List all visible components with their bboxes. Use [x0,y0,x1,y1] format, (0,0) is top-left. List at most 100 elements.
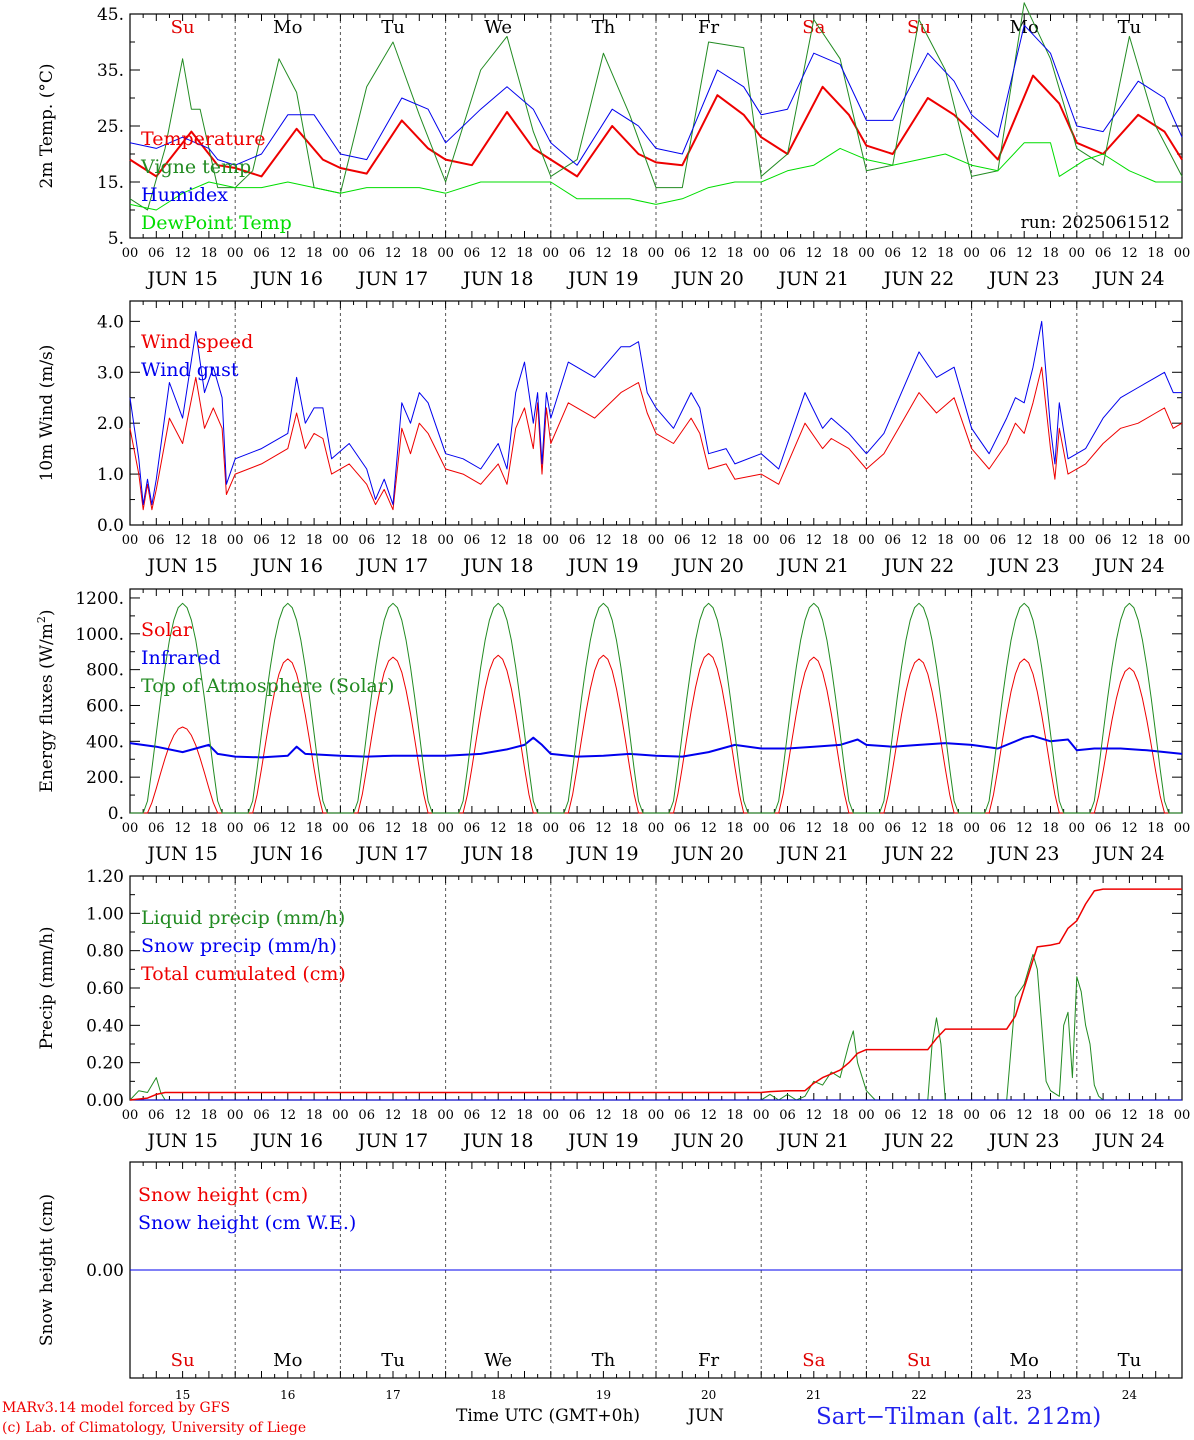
hour-tick-label: 06 [358,1108,375,1123]
hour-tick-label: 12 [700,821,717,836]
date-label: JUN 21 [777,843,849,865]
hour-tick-label: 18 [832,1108,849,1123]
hour-tick-label: 18 [621,1108,638,1123]
weekday-label: Mo [273,17,302,38]
hour-tick-label: 00 [332,533,349,548]
date-label: JUN 15 [145,843,217,865]
hour-tick-label: 18 [516,1108,533,1123]
panel-3: 0. 200. 400. 600. 800. 1000. 1200. Energy fluxe… [35,588,1191,865]
weekday-label: Th [592,17,616,38]
hour-tick-label: 12 [806,246,823,261]
hour-tick-label: 12 [911,246,928,261]
series-line-top-of-atmosphere-solar- [130,602,1182,814]
y-tick-label: 35. [97,61,124,81]
hour-tick-label: 00 [543,246,560,261]
hour-tick-label: 12 [595,1108,612,1123]
hour-tick-label: 00 [543,1108,560,1123]
day-number-label: 19 [596,1388,611,1402]
hour-tick-label: 06 [148,821,165,836]
hour-tick-label: 12 [174,533,191,548]
hour-tick-label: 00 [227,821,244,836]
hour-tick-label: 00 [963,821,980,836]
hour-tick-label: 00 [227,533,244,548]
y-tick-label: 1.00 [86,904,124,924]
hour-tick-label: 12 [385,1108,402,1123]
y-tick-label: 200. [86,768,124,788]
hour-tick-label: 00 [1069,821,1086,836]
hour-tick-label: 18 [306,1108,323,1123]
hour-tick-label: 12 [280,246,297,261]
hour-tick-label: 12 [174,821,191,836]
hour-tick-label: 12 [700,533,717,548]
hour-tick-label: 18 [1147,246,1164,261]
y-tick-label: 0.60 [86,979,124,999]
hour-tick-label: 00 [332,1108,349,1123]
panel-1: 5. 15. 25. 35. 45. 2m Temp. (°C) 00 06 12 18 JUN 1… [37,2,1190,290]
y-tick-label: 1.0 [97,465,124,485]
hour-tick-label: 00 [122,821,139,836]
hour-tick-label: 18 [727,533,744,548]
date-label: JUN 24 [1092,555,1164,577]
hour-tick-label: 00 [1174,821,1191,836]
hour-tick-label: 06 [1095,533,1112,548]
y-tick-label: 800. [86,661,124,681]
hour-tick-label: 00 [858,821,875,836]
hour-tick-label: 00 [963,246,980,261]
hour-tick-label: 18 [516,246,533,261]
weekday-label: Tu [1118,1350,1142,1371]
hour-tick-label: 06 [1095,1108,1112,1123]
hour-tick-label: 12 [174,246,191,261]
hour-tick-label: 18 [411,533,428,548]
hour-tick-label: 18 [1147,1108,1164,1123]
weekday-label: Sa [802,17,825,38]
hour-tick-label: 00 [332,246,349,261]
hour-tick-label: 18 [306,246,323,261]
date-label: JUN 21 [777,268,849,290]
y-tick-label: 0.40 [86,1016,124,1036]
hour-tick-label: 12 [700,246,717,261]
plot-frame [129,588,1183,814]
hour-tick-label: 18 [727,821,744,836]
hour-tick-label: 12 [385,821,402,836]
hour-tick-label: 00 [437,533,454,548]
series-line-liquid-precip-mm-h- [129,953,1182,1101]
hour-tick-label: 18 [832,821,849,836]
weekday-label: Su [171,17,195,38]
legend-entry: Total cumulated (cm) [141,963,346,985]
date-label: JUN 22 [882,555,954,577]
hour-tick-label: 12 [911,1108,928,1123]
series-line-humidex [129,24,1183,166]
hour-tick-label: 06 [779,246,796,261]
legend-entry: Vigne temp [140,156,251,178]
x-axis-label: Time UTC (GMT+0h) [456,1406,641,1426]
date-label: JUN 19 [566,268,638,290]
series-line-temperature [129,74,1183,178]
hour-tick-label: 18 [201,1108,218,1123]
hour-tick-label: 06 [884,1108,901,1123]
weekday-label: We [484,17,512,38]
hour-tick-label: 18 [306,821,323,836]
hour-tick-label: 12 [1121,246,1138,261]
hour-tick-label: 06 [569,246,586,261]
panel-2: 0.0 1.0 2.0 3.0 4.0 10m Wind (m/s) 00 06 12 18 JUN… [37,300,1190,577]
hour-tick-label: 00 [648,246,665,261]
hour-tick-label: 06 [1095,821,1112,836]
hour-tick-label: 18 [201,246,218,261]
hour-tick-label: 18 [937,246,954,261]
date-label: JUN 20 [671,268,743,290]
legend-entry: Top of Atmosphere (Solar) [141,675,394,697]
legend-entry: Temperature [141,128,265,150]
hour-tick-label: 00 [753,246,770,261]
hour-tick-label: 00 [753,533,770,548]
hour-tick-label: 06 [990,1108,1007,1123]
hour-tick-label: 12 [806,533,823,548]
hour-tick-label: 06 [884,533,901,548]
hour-tick-label: 06 [674,821,691,836]
y-tick-label: 0.0 [97,516,124,536]
hour-tick-label: 06 [358,821,375,836]
y-axis-label: 2m Temp. (°C) [37,63,57,188]
hour-tick-label: 12 [1121,821,1138,836]
day-number-label: 18 [491,1388,506,1402]
hour-tick-label: 18 [832,533,849,548]
hour-tick-label: 06 [148,1108,165,1123]
